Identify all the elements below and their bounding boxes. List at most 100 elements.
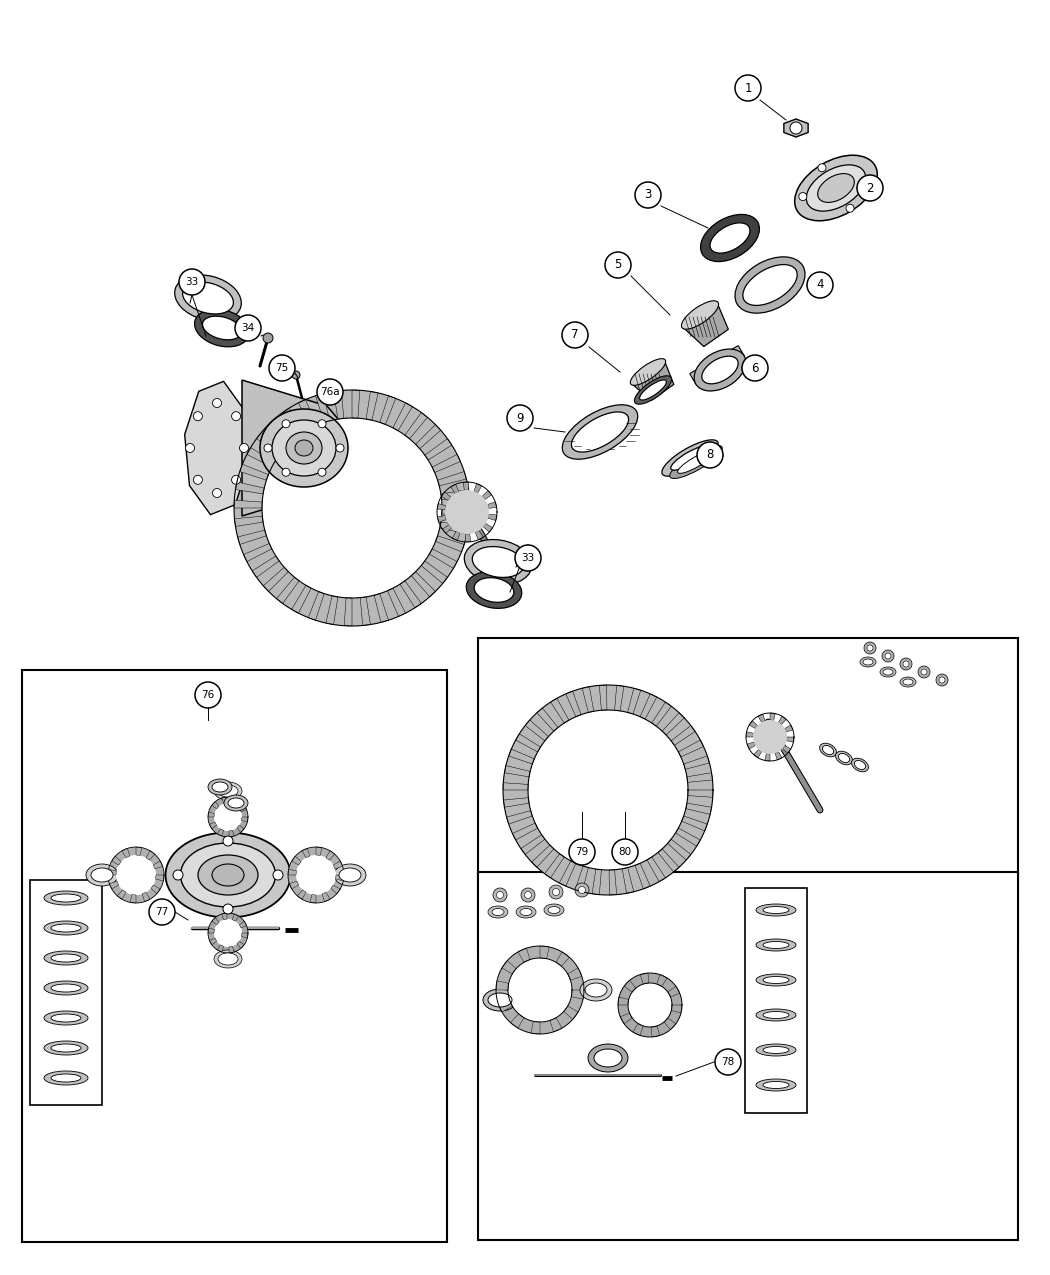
Polygon shape — [276, 578, 299, 603]
Polygon shape — [525, 720, 548, 741]
Circle shape — [514, 544, 541, 571]
Circle shape — [262, 333, 273, 343]
Polygon shape — [770, 713, 775, 720]
Text: 7: 7 — [571, 329, 579, 342]
Polygon shape — [288, 847, 344, 903]
Ellipse shape — [214, 950, 242, 968]
Ellipse shape — [735, 256, 805, 314]
Polygon shape — [623, 867, 634, 894]
Circle shape — [232, 476, 240, 484]
Polygon shape — [647, 857, 666, 882]
Circle shape — [939, 677, 945, 683]
Circle shape — [239, 444, 249, 453]
Ellipse shape — [51, 1014, 81, 1023]
Ellipse shape — [818, 173, 855, 203]
Ellipse shape — [756, 904, 796, 915]
Polygon shape — [618, 997, 629, 1005]
Circle shape — [735, 75, 761, 101]
Polygon shape — [748, 742, 755, 748]
Circle shape — [336, 444, 344, 453]
Ellipse shape — [334, 864, 366, 886]
Ellipse shape — [710, 223, 750, 254]
Polygon shape — [758, 714, 764, 722]
Circle shape — [269, 354, 295, 381]
Circle shape — [212, 488, 222, 497]
Circle shape — [318, 468, 326, 477]
Polygon shape — [242, 380, 350, 516]
Ellipse shape — [855, 760, 865, 770]
Ellipse shape — [91, 868, 113, 882]
Text: 76a: 76a — [320, 388, 340, 397]
Polygon shape — [208, 797, 248, 836]
Polygon shape — [508, 750, 534, 764]
Ellipse shape — [580, 979, 612, 1001]
Polygon shape — [326, 595, 338, 625]
Ellipse shape — [634, 376, 672, 404]
Text: 8: 8 — [707, 449, 714, 462]
Circle shape — [223, 904, 233, 914]
Polygon shape — [503, 685, 713, 895]
Circle shape — [282, 468, 290, 477]
Circle shape — [521, 887, 536, 901]
Polygon shape — [416, 425, 441, 449]
Polygon shape — [550, 1017, 562, 1031]
Polygon shape — [436, 536, 464, 552]
Polygon shape — [614, 686, 624, 711]
Polygon shape — [482, 491, 491, 500]
Polygon shape — [632, 361, 674, 400]
Text: 80: 80 — [618, 847, 631, 857]
Polygon shape — [483, 524, 492, 532]
Polygon shape — [658, 849, 679, 872]
Ellipse shape — [900, 677, 916, 687]
Text: 77: 77 — [155, 907, 169, 917]
Ellipse shape — [544, 904, 564, 915]
Polygon shape — [269, 419, 293, 445]
Ellipse shape — [472, 547, 524, 578]
Polygon shape — [750, 720, 757, 728]
Polygon shape — [302, 848, 310, 858]
Polygon shape — [247, 448, 275, 467]
Polygon shape — [208, 913, 248, 952]
Polygon shape — [142, 892, 150, 901]
Ellipse shape — [806, 164, 865, 212]
Circle shape — [921, 669, 927, 674]
Ellipse shape — [44, 1040, 88, 1054]
Polygon shape — [550, 699, 569, 723]
Polygon shape — [474, 483, 482, 493]
Circle shape — [318, 419, 326, 427]
Circle shape — [790, 122, 802, 134]
Polygon shape — [214, 919, 242, 947]
Polygon shape — [151, 885, 161, 894]
Ellipse shape — [700, 214, 759, 261]
Polygon shape — [633, 1024, 644, 1035]
Polygon shape — [651, 1026, 659, 1037]
Polygon shape — [282, 408, 304, 435]
Circle shape — [173, 870, 183, 880]
Polygon shape — [146, 850, 154, 861]
Polygon shape — [453, 532, 460, 541]
Circle shape — [605, 252, 631, 278]
Circle shape — [865, 176, 874, 184]
Polygon shape — [746, 732, 754, 737]
Polygon shape — [400, 581, 421, 608]
Ellipse shape — [203, 316, 242, 340]
Ellipse shape — [218, 785, 238, 797]
Polygon shape — [438, 472, 466, 486]
Polygon shape — [116, 856, 156, 895]
Polygon shape — [635, 863, 650, 889]
Ellipse shape — [670, 445, 722, 478]
Polygon shape — [609, 870, 616, 895]
Polygon shape — [212, 802, 219, 808]
Polygon shape — [688, 790, 713, 797]
Polygon shape — [297, 890, 306, 899]
Circle shape — [525, 891, 531, 899]
Polygon shape — [292, 585, 311, 613]
Ellipse shape — [756, 1009, 796, 1021]
Circle shape — [264, 444, 272, 453]
Ellipse shape — [820, 743, 837, 757]
Text: 75: 75 — [275, 363, 289, 374]
Polygon shape — [108, 847, 164, 903]
Ellipse shape — [763, 907, 789, 913]
Ellipse shape — [228, 798, 244, 808]
Polygon shape — [663, 713, 685, 736]
